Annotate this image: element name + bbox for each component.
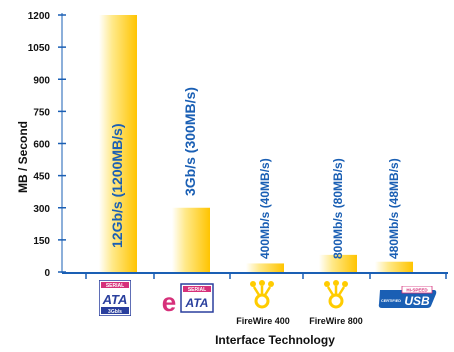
firewire-800-caption: FireWire 800: [309, 316, 363, 326]
esata-logo-main-text: ATA: [185, 296, 209, 310]
y-tick-label: 300: [33, 204, 50, 215]
bar-serial-ata: [99, 15, 137, 272]
bar-firewire-800: [319, 254, 357, 272]
bars: [99, 15, 413, 272]
firewire-400-icon: [250, 280, 274, 309]
y-axis-title: MB / Second: [16, 121, 30, 194]
firewire-800-icon: [324, 280, 348, 309]
bar-hi-speed-usb: [375, 261, 413, 272]
usb-logo-top-text: HI-SPEED: [406, 288, 428, 293]
y-tick-label: 900: [33, 75, 50, 86]
bar-data-label: 480Mb/s (48MB/s): [387, 158, 401, 259]
bar-data-label: 3Gb/s (300MB/s): [182, 87, 198, 196]
esata-logo-top-text: SERIAL: [188, 287, 206, 293]
sata-logo-top-text: SERIAL: [106, 283, 124, 289]
y-tick-label: 150: [33, 236, 50, 247]
x-axis-title: Interface Technology: [215, 333, 335, 347]
y-tick-label: 1200: [28, 11, 51, 22]
firewire-400-caption: FireWire 400: [236, 316, 290, 326]
y-axis: 0 150 300 450 600 750 900 1050 1200: [28, 11, 448, 279]
bar-data-label: 800Mb/s (80MB/s): [331, 158, 345, 259]
bar-firewire-400: [246, 263, 284, 272]
hi-speed-usb-logo: HI-SPEED CERTIFIED USB: [378, 286, 437, 308]
sata-logo-main-text: ATA: [102, 292, 128, 307]
usb-logo-main-text: USB: [404, 294, 430, 308]
bar-data-label: 12Gb/s (1200MB/s): [109, 124, 125, 249]
y-tick-label: 0: [44, 268, 50, 279]
bar-data-label: 400Mb/s (40MB/s): [258, 158, 272, 259]
usb-logo-side-text: CERTIFIED: [381, 299, 401, 303]
y-tick-label: 750: [33, 107, 50, 118]
sata-logo-sub-text: 3Gb/s: [108, 309, 122, 315]
esata-logo-prefix: e: [162, 287, 176, 315]
bar-esata: [172, 207, 210, 272]
esata-logo: e SERIAL ATA: [162, 283, 214, 315]
serial-ata-logo: SERIAL ATA 3Gb/s: [99, 280, 131, 316]
y-tick-label: 1050: [28, 43, 51, 54]
y-tick-label: 600: [33, 140, 50, 151]
bar-labels: 12Gb/s (1200MB/s) 3Gb/s (300MB/s) 400Mb/s …: [109, 87, 401, 259]
y-tick-label: 450: [33, 172, 50, 183]
